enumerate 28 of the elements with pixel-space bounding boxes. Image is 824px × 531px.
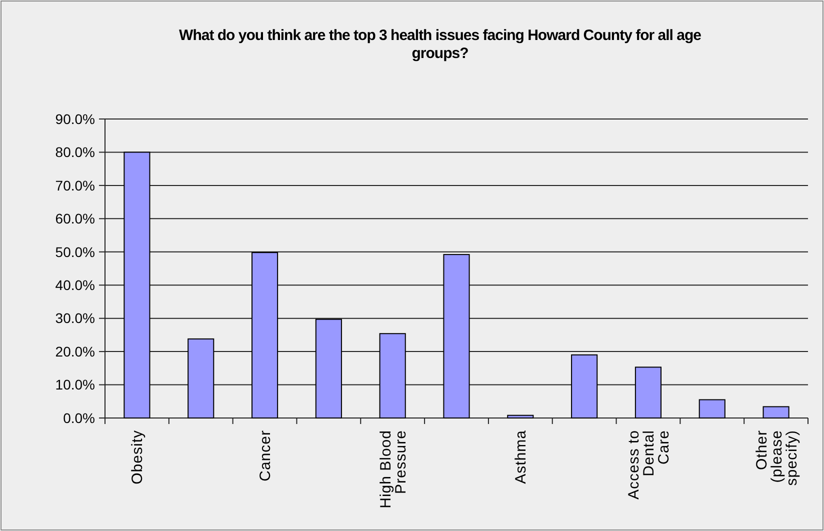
bar	[443, 254, 470, 418]
bar	[507, 414, 534, 418]
y-tick-label: 0.0%	[63, 410, 95, 426]
y-tick-label: 80.0%	[55, 144, 95, 160]
bar	[698, 399, 726, 418]
bar	[634, 366, 662, 418]
bar	[762, 406, 790, 418]
bar	[188, 338, 214, 418]
bar	[124, 152, 150, 418]
bar	[571, 354, 598, 418]
chart-title: What do you think are the top 3 health issues facing Howard County for all age groups?	[179, 27, 702, 62]
y-tick-label: 70.0%	[55, 177, 95, 194]
bar	[251, 252, 278, 418]
x-tick-label: Cancer	[257, 430, 274, 482]
y-tick-label: 10.0%	[55, 376, 95, 393]
y-tick-label: 20.0%	[55, 343, 95, 360]
bar	[315, 318, 342, 418]
x-tick-label: High Blood Pressure	[377, 430, 410, 508]
y-tick-label: 50.0%	[55, 244, 95, 260]
x-tick-label: Access to Dental Care	[625, 430, 672, 500]
y-tick-label: 30.0%	[55, 310, 95, 326]
x-tick-label: Obesity	[129, 430, 146, 484]
bar	[379, 333, 406, 418]
x-tick-label: Asthma	[512, 430, 530, 484]
y-tick-label: 40.0%	[55, 277, 95, 294]
y-tick-label: 90.0%	[55, 110, 95, 127]
y-tick-label: 60.0%	[55, 210, 95, 227]
x-tick-label: Other (please specify)	[753, 430, 800, 486]
